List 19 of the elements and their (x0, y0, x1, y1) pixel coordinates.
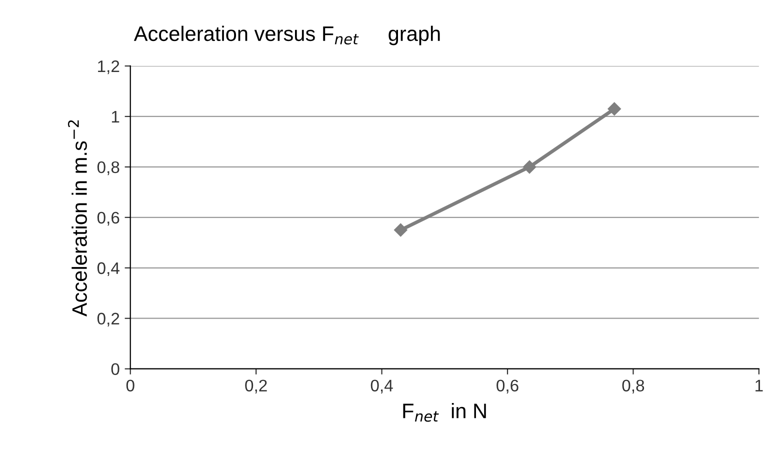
y-tick-label: 1,2 (98, 60, 120, 74)
x-tick-label: 0,2 (245, 380, 267, 394)
x-tick-label: 1 (756, 380, 763, 392)
x-tick-label: 0 (126, 380, 134, 392)
point (394, 223, 408, 237)
point (608, 102, 621, 116)
x-tick-label: 0,6 (496, 380, 518, 394)
x-tick-label: 0,4 (370, 380, 393, 394)
point (522, 160, 536, 174)
x-tick-label: 0,8 (622, 380, 644, 394)
y-tick-label: 0,8 (97, 161, 120, 176)
chart-title: Acceleration versus F$_{net}$ graph (134, 26, 440, 46)
y-tick-label: 1 (112, 111, 120, 123)
y-axis-title: Acceleration in m.s$^{−2}$ (68, 120, 87, 317)
x-axis-title: F$_{net}$ in N (403, 403, 486, 422)
y-tick-label: 0,2 (97, 312, 120, 327)
y-tick-label: 0,6 (97, 212, 120, 226)
y-tick-label: 0,4 (97, 262, 120, 276)
y-tick-label: 0 (111, 363, 120, 376)
